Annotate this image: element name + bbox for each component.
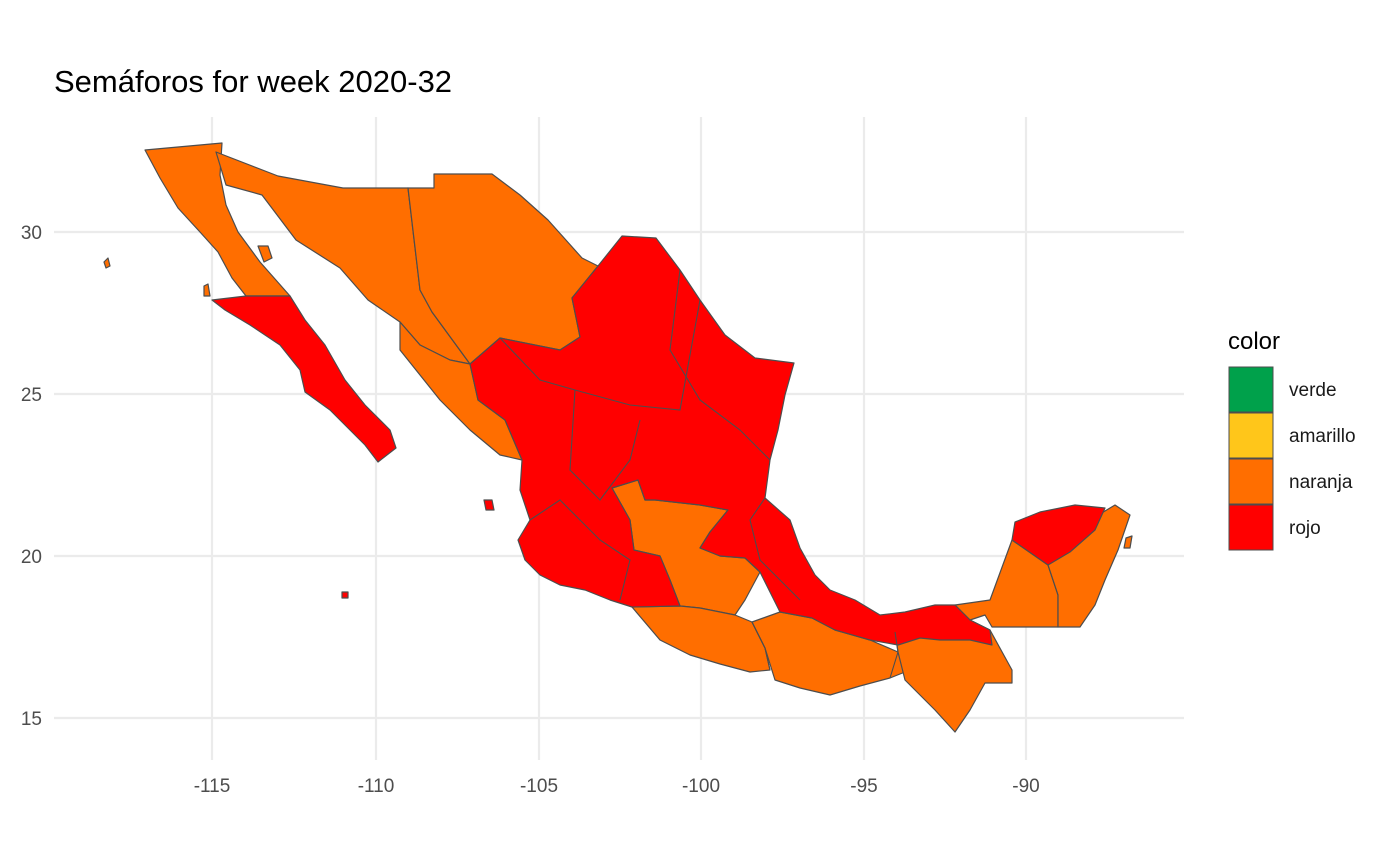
legend: color verde amarillo naranja rojo (1228, 328, 1356, 551)
legend-label: amarillo (1289, 426, 1356, 447)
border-veracruz (749, 497, 801, 601)
island-cozumel (1123, 535, 1133, 549)
y-axis-tick-labels: 30 25 20 15 (21, 223, 42, 730)
island-guadalupe (103, 257, 111, 269)
state-red-north-central (469, 235, 993, 646)
x-tick-label: -110 (358, 776, 395, 797)
border-oaxaca-guerrero (751, 621, 771, 671)
plot-title: Semáforos for week 2020-32 (54, 64, 452, 99)
legend-label: rojo (1289, 518, 1321, 539)
x-tick-label: -90 (1012, 776, 1039, 797)
island-marias (483, 499, 495, 511)
legend-title: color (1228, 328, 1280, 355)
legend-key-rojo (1228, 504, 1274, 551)
legend-label: verde (1289, 380, 1337, 401)
y-tick-label: 15 (21, 709, 42, 730)
state-quintana-roo (1047, 504, 1131, 628)
y-tick-label: 20 (21, 547, 42, 568)
x-tick-label: -100 (682, 776, 720, 797)
state-baja-california-sur (211, 295, 397, 463)
legend-key-amarillo (1228, 412, 1274, 459)
legend-key-naranja (1228, 458, 1274, 505)
x-axis-tick-labels: -115 -110 -105 -100 -95 -90 (194, 776, 1040, 797)
border-tamaulipas-nl (669, 269, 771, 461)
border-jalisco (529, 499, 631, 601)
state-borders (499, 269, 899, 679)
island-revillagigedo (341, 591, 349, 599)
state-baja-california (144, 142, 291, 297)
border-zacatecas-slp (569, 389, 641, 501)
legend-label: naranja (1289, 472, 1353, 493)
border-chiapas-oaxaca (889, 631, 899, 679)
state-polygons (103, 142, 1133, 733)
legend-key-verde (1228, 366, 1274, 413)
x-tick-label: -95 (850, 776, 877, 797)
x-tick-label: -115 (194, 776, 231, 797)
x-tick-label: -105 (520, 776, 558, 797)
island-tiburon (257, 245, 273, 263)
border-durango-sinaloa (499, 299, 701, 411)
island-cedros (203, 283, 211, 297)
state-yucatan (1011, 504, 1106, 566)
y-tick-label: 25 (21, 385, 42, 406)
y-tick-label: 30 (21, 223, 42, 244)
